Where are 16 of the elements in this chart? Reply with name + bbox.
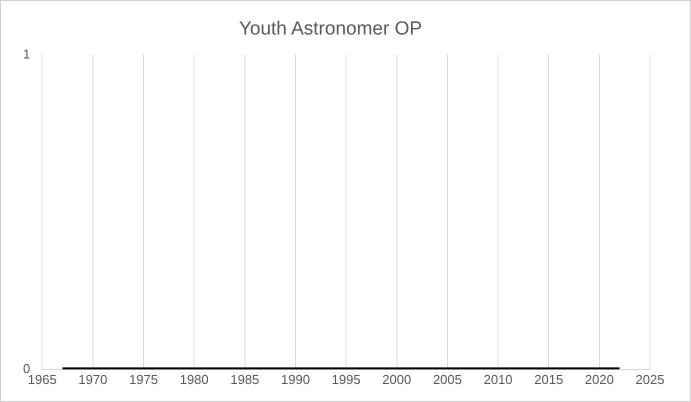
x-tick-label: 1985 (230, 372, 260, 387)
x-tick-label: 2020 (584, 372, 614, 387)
x-tick-label: 1995 (332, 372, 361, 387)
x-tick-label: 2015 (534, 372, 564, 387)
x-tick-label: 1965 (28, 372, 57, 387)
chart-title: Youth Astronomer OP (238, 18, 422, 40)
y-tick-label: 0 (22, 360, 30, 376)
x-tick-label: 1980 (180, 372, 209, 387)
x-tick-label: 2010 (484, 372, 513, 387)
x-tick-label: 2005 (432, 372, 462, 387)
x-tick-label: 2000 (382, 372, 412, 387)
x-tick-label: 1975 (129, 372, 158, 387)
x-tick-label: 1970 (78, 372, 108, 387)
x-tick-label: 2025 (636, 372, 664, 387)
x-tick-label: 1990 (281, 372, 310, 387)
y-tick-label: 1 (22, 46, 30, 62)
